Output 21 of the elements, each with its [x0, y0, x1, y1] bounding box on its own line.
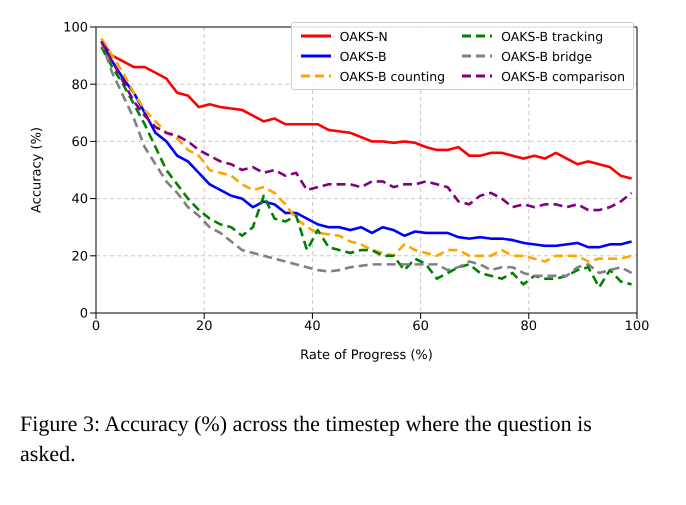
y-tick-label: 60	[71, 135, 88, 150]
x-tick-label: 20	[196, 319, 212, 334]
legend-label: OAKS-B comparison	[501, 68, 625, 84]
x-tick-label: 100	[624, 319, 650, 334]
x-tick-label: 40	[304, 319, 321, 334]
x-tick-label: 80	[520, 319, 538, 334]
x-axis-title: Rate of Progress (%)	[300, 348, 433, 363]
y-tick-label: 100	[63, 20, 88, 36]
y-tick-label: 20	[71, 249, 88, 264]
y-axis-title: Accuracy (%)	[30, 127, 45, 213]
y-tick-label: 40	[71, 192, 88, 208]
legend-label: OAKS-B	[340, 48, 387, 64]
caption: Figure 3: Accuracy (%) across the timestep where the question is asked.	[20, 410, 593, 468]
x-tick-label: 60	[412, 319, 429, 334]
legend-label: OAKS-B counting	[340, 68, 446, 84]
legend-label: OAKS-B bridge	[501, 48, 592, 64]
y-tick-label: 0	[80, 306, 88, 322]
y-tick-label: 80	[71, 78, 88, 93]
legend-label: OAKS-B tracking	[501, 28, 604, 44]
legend-label: OAKS-N	[340, 28, 388, 44]
x-tick-label: 0	[92, 319, 100, 334]
